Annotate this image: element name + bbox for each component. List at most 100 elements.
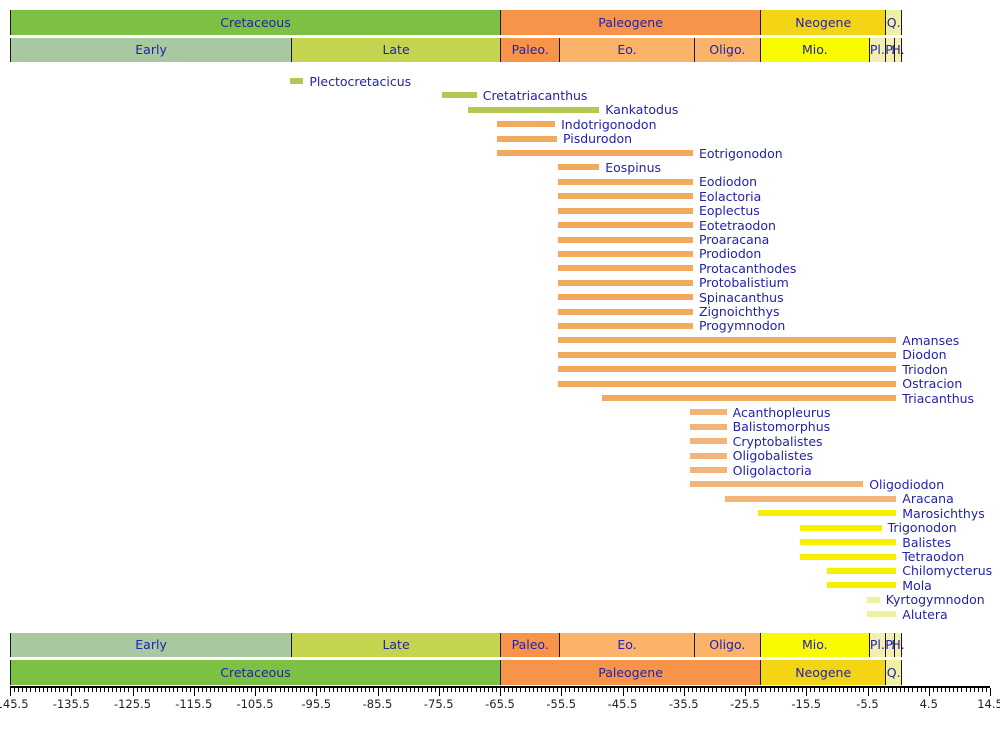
axis-major-tick-55-5	[561, 688, 563, 696]
axis-minor-tick	[487, 688, 489, 692]
axis-minor-tick	[54, 688, 56, 692]
axis-minor-tick	[14, 688, 16, 692]
bottom-epoch-row-cell-oligo: Oligo.	[693, 633, 761, 657]
axis-minor-tick	[238, 688, 240, 692]
top-epoch-row-cell-pl: Pl.	[868, 38, 886, 62]
axis-minor-tick	[189, 688, 191, 692]
axis-minor-tick	[161, 688, 163, 692]
axis-minor-tick	[410, 688, 412, 692]
axis-minor-tick	[892, 688, 893, 692]
axis-minor-tick	[875, 688, 877, 692]
axis-minor-tick	[263, 688, 265, 692]
taxon-label-alutera: Alutera	[902, 606, 948, 622]
taxon-label-protacanthodes: Protacanthodes	[698, 260, 797, 276]
top-period-row-cell-q: Q.	[885, 10, 902, 35]
axis-minor-tick	[896, 688, 898, 692]
axis-tick-label-115-5: -115.5	[175, 697, 213, 711]
axis-minor-tick	[422, 688, 424, 692]
taxon-bar-alutera	[866, 611, 897, 618]
axis-minor-tick	[777, 688, 779, 692]
taxon-label-eotrigonodon: Eotrigonodon	[698, 145, 783, 161]
taxon-label-proaracana: Proaracana	[698, 232, 770, 247]
axis-major-tick-145-5	[10, 688, 11, 696]
axis-minor-tick	[945, 688, 947, 692]
taxon-bar-eotrigonodon	[496, 150, 693, 157]
axis-tick-label-14-5: 14.5	[977, 697, 1000, 711]
taxon-label-tetraodon: Tetraodon	[902, 549, 965, 565]
bottom-epoch-row-label-mio: Mio.	[801, 637, 828, 652]
axis-major-tick-5-5	[867, 688, 869, 696]
taxon-bar-amanses	[558, 337, 897, 344]
top-epoch-row-cell-p: P.	[885, 38, 895, 62]
bottom-epoch-row: Early Late Paleo. Eo. Oligo. Mio. Pl. P. H.	[0, 633, 1000, 657]
taxon-bar-oligolactoria	[690, 467, 727, 474]
axis-minor-tick	[581, 688, 583, 692]
bottom-epoch-row-label-early: Early	[135, 637, 167, 652]
axis-minor-tick	[22, 688, 24, 692]
axis-minor-tick	[495, 688, 497, 692]
taxon-bar-kyrtogymnodon	[866, 596, 880, 603]
axis-minor-tick	[483, 688, 485, 692]
axis-minor-tick	[59, 688, 60, 692]
axis-minor-tick	[259, 688, 261, 692]
axis-minor-tick	[802, 688, 804, 692]
taxon-label-eotetraodon: Eotetraodon	[698, 217, 776, 233]
axis-minor-tick	[426, 688, 428, 692]
axis-minor-tick	[610, 688, 612, 692]
taxon-label-zignoichthys: Zignoichthys	[698, 304, 780, 320]
axis-minor-tick	[871, 688, 873, 692]
axis-tick-label-85-5: -85.5	[362, 697, 393, 711]
bottom-period-row-cell-q: Q.	[885, 660, 902, 685]
axis-minor-tick	[242, 688, 244, 692]
axis-minor-tick	[112, 688, 114, 692]
axis-minor-tick	[585, 688, 587, 692]
axis-minor-tick	[267, 688, 269, 692]
taxon-bar-eoplectus	[558, 207, 693, 214]
taxon-label-protobalistium: Protobalistium	[698, 275, 789, 291]
bottom-epoch-row-label-p: P.	[885, 637, 895, 652]
axis-minor-tick	[985, 688, 987, 692]
axis-minor-tick	[361, 688, 363, 692]
top-period-row-label-cretaceous: Cretaceous	[220, 15, 291, 30]
axis-minor-tick	[969, 688, 971, 692]
axis-minor-tick	[446, 688, 448, 692]
bottom-epoch-row-label-h: H.	[891, 637, 905, 652]
axis-minor-tick	[451, 688, 452, 692]
axis-minor-tick	[148, 688, 150, 692]
axis-minor-tick	[520, 688, 522, 692]
axis-minor-tick	[757, 688, 759, 692]
axis-minor-tick	[638, 688, 640, 692]
axis-minor-tick	[916, 688, 918, 692]
axis-minor-tick	[549, 688, 550, 692]
axis-minor-tick	[136, 688, 138, 692]
axis-minor-tick	[406, 688, 408, 692]
axis-tick-label-15-5: -15.5	[791, 697, 822, 711]
axis-minor-tick	[83, 688, 85, 692]
taxon-bar-prodiodon	[558, 250, 693, 257]
top-period-row-cell-neogene: Neogene	[760, 10, 886, 35]
axis-tick-label-25-5: -25.5	[730, 697, 760, 711]
axis-minor-tick	[169, 688, 171, 692]
axis-minor-tick	[230, 688, 232, 692]
axis-minor-tick	[687, 688, 689, 692]
axis-minor-tick	[475, 688, 477, 692]
taxon-label-pisdurodon: Pisdurodon	[562, 131, 633, 147]
top-epoch-row-label-mio: Mio.	[801, 42, 828, 57]
axis-minor-tick	[120, 688, 122, 692]
axis-minor-tick	[536, 688, 538, 692]
axis-tick-label-135-5: -135.5	[52, 697, 90, 711]
axis-minor-tick	[467, 688, 469, 692]
taxon-bar-trigonodon	[800, 524, 882, 531]
axis-minor-tick	[491, 688, 493, 692]
axis-minor-tick	[524, 688, 526, 692]
axis-tick-label-145-5: -145.5	[0, 697, 29, 711]
axis-tick-label-75-5: -75.5	[423, 697, 454, 711]
top-epoch-row-cell-early: Early	[10, 38, 292, 62]
axis-minor-tick	[455, 688, 457, 692]
axis-minor-tick	[67, 688, 69, 692]
axis-minor-tick	[312, 688, 314, 692]
axis-minor-tick	[826, 688, 828, 692]
axis-minor-tick	[206, 688, 207, 692]
axis-major-tick-95-5	[316, 688, 318, 696]
axis-minor-tick	[708, 688, 710, 692]
